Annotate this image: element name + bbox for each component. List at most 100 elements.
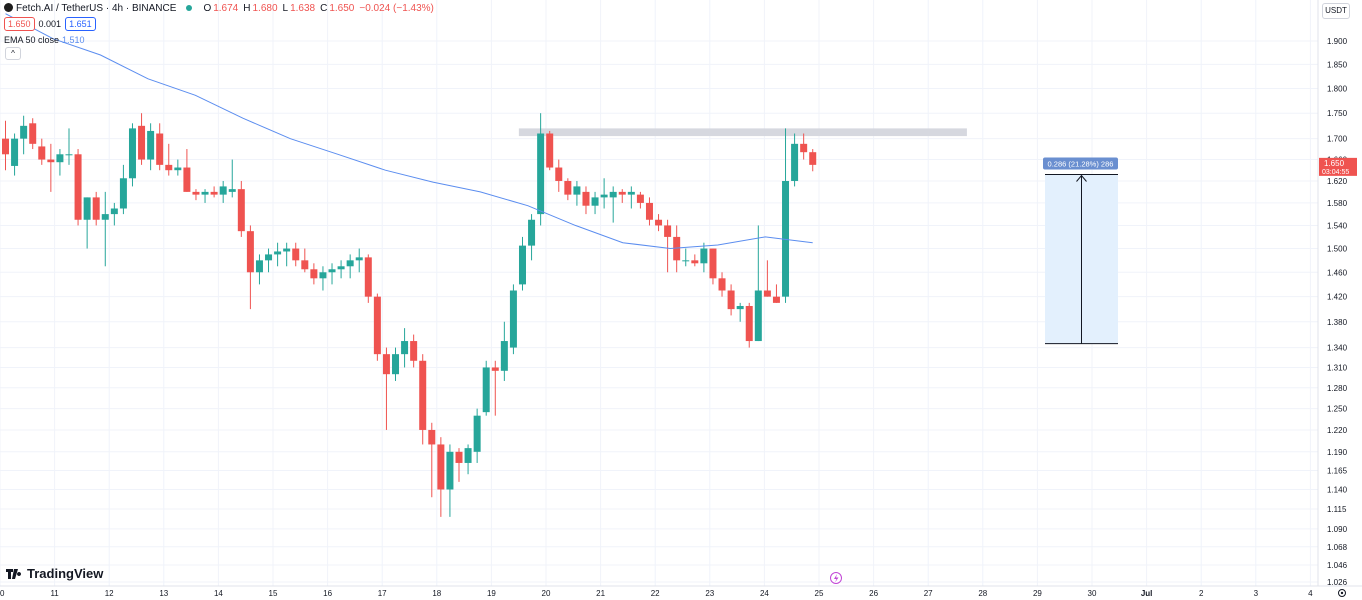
measure-label: 0.286 (21.28%) 286 bbox=[1048, 159, 1114, 168]
time-tick-label: 10 bbox=[0, 589, 5, 598]
candle-body bbox=[772, 296, 780, 303]
candle-body bbox=[546, 133, 554, 168]
candle bbox=[809, 149, 817, 172]
candle-body bbox=[437, 444, 445, 490]
price-tick-label: 1.220 bbox=[1327, 426, 1348, 435]
settings-gear-icon[interactable] bbox=[1338, 589, 1346, 597]
candle-body bbox=[174, 167, 182, 171]
candle bbox=[292, 242, 300, 267]
candle bbox=[655, 214, 663, 232]
candle-body bbox=[682, 260, 690, 262]
candle bbox=[682, 248, 690, 267]
candle bbox=[537, 113, 545, 226]
ema-legend[interactable]: EMA 50 close 1.510 bbox=[4, 35, 85, 45]
price-axis: 1.9001.8501.8001.7501.7001.6601.6201.580… bbox=[1317, 0, 1357, 587]
tradingview-logo: TradingView bbox=[6, 566, 103, 581]
candle-body bbox=[219, 186, 227, 195]
price-tick-label: 1.750 bbox=[1327, 109, 1348, 118]
candle bbox=[791, 133, 799, 187]
price-tick-label: 1.026 bbox=[1327, 578, 1348, 587]
candle bbox=[355, 248, 363, 273]
candle-body bbox=[736, 305, 744, 310]
candle-body bbox=[428, 429, 436, 445]
grid bbox=[0, 0, 1318, 586]
candle-body bbox=[373, 296, 381, 355]
candle-body bbox=[310, 269, 318, 279]
candle-body bbox=[791, 143, 799, 181]
candle-body bbox=[11, 138, 19, 166]
measure-label-bg bbox=[1043, 157, 1118, 170]
price-tick-label: 1.700 bbox=[1327, 135, 1348, 144]
candle-body bbox=[274, 251, 282, 255]
buy-price-button[interactable]: 1.651 bbox=[65, 17, 96, 31]
candle-body bbox=[482, 367, 490, 413]
candle-body bbox=[328, 269, 336, 273]
price-tick-label: 1.190 bbox=[1327, 448, 1348, 457]
candle-body bbox=[47, 159, 55, 163]
bid-ask: 1.650 0.001 1.651 bbox=[4, 17, 96, 31]
candle-body bbox=[537, 133, 545, 215]
candle-body bbox=[292, 248, 300, 261]
candle bbox=[736, 302, 744, 322]
candle bbox=[727, 284, 735, 316]
candle bbox=[237, 180, 245, 237]
candle bbox=[455, 448, 463, 482]
candle-body bbox=[147, 130, 155, 160]
candle bbox=[156, 123, 164, 171]
price-tick-label: 1.165 bbox=[1327, 466, 1348, 475]
candle-body bbox=[591, 197, 599, 206]
candle bbox=[65, 128, 73, 165]
candle bbox=[664, 219, 672, 273]
candle-body bbox=[138, 125, 146, 160]
candle-body bbox=[119, 178, 127, 209]
candle bbox=[319, 266, 327, 291]
candle bbox=[47, 143, 55, 192]
candle bbox=[29, 118, 37, 150]
candle bbox=[464, 444, 472, 475]
candle bbox=[482, 360, 490, 416]
candle-body bbox=[600, 194, 608, 198]
candle bbox=[183, 149, 191, 192]
candle bbox=[591, 191, 599, 215]
collapse-legend-button[interactable]: ^ bbox=[5, 47, 21, 60]
candle bbox=[473, 408, 481, 463]
candle-body bbox=[201, 191, 209, 195]
candle-body bbox=[210, 191, 218, 195]
candle-body bbox=[29, 123, 37, 144]
candle bbox=[274, 242, 282, 267]
candle bbox=[56, 149, 64, 176]
candle-body bbox=[627, 191, 635, 195]
candle-body bbox=[564, 180, 572, 195]
candle bbox=[210, 186, 218, 198]
candle bbox=[691, 254, 699, 267]
price-tick-label: 1.500 bbox=[1327, 245, 1348, 254]
candle bbox=[718, 272, 726, 297]
currency-selector[interactable]: USDT bbox=[1322, 3, 1350, 19]
time-tick-label: 21 bbox=[596, 589, 605, 598]
candle bbox=[446, 444, 454, 517]
price-tick-label: 1.090 bbox=[1327, 525, 1348, 534]
candle bbox=[11, 133, 19, 176]
symbol-title[interactable]: Fetch.AI / TetherUS · 4h · BINANCE bbox=[16, 3, 177, 14]
price-tick-label: 1.310 bbox=[1327, 363, 1348, 372]
candle-body bbox=[156, 133, 164, 165]
candle-body bbox=[101, 214, 109, 220]
candle-body bbox=[110, 208, 118, 215]
candle-body bbox=[464, 448, 472, 463]
candle-body bbox=[509, 290, 517, 348]
spread-value: 0.001 bbox=[38, 19, 62, 29]
candle bbox=[101, 191, 109, 267]
time-tick-label: 14 bbox=[214, 589, 223, 598]
candle bbox=[328, 263, 336, 285]
events-lightning-icon[interactable] bbox=[830, 572, 842, 584]
candle-body bbox=[700, 248, 708, 264]
symbol-logo-icon bbox=[4, 3, 13, 12]
candle-body bbox=[401, 341, 409, 355]
candle-body bbox=[754, 290, 762, 342]
candle-body bbox=[2, 138, 9, 155]
sell-price-button[interactable]: 1.650 bbox=[4, 17, 35, 31]
time-tick-label: 26 bbox=[869, 589, 878, 598]
time-tick-label: 12 bbox=[105, 589, 114, 598]
candle bbox=[364, 254, 372, 303]
